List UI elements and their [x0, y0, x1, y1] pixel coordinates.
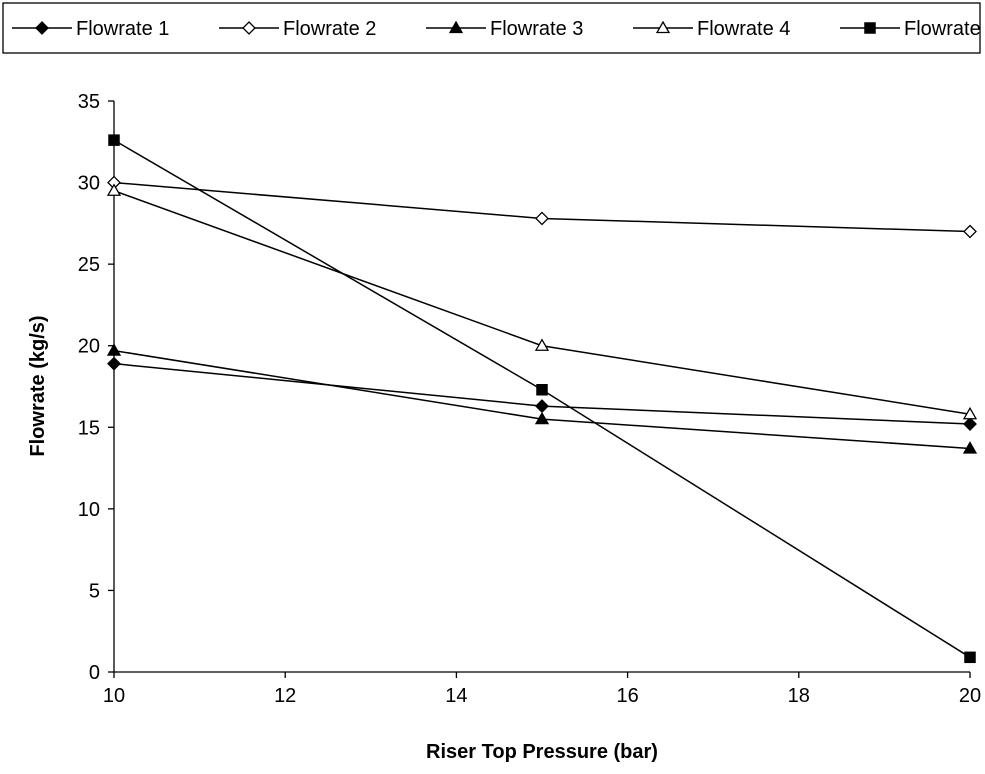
- legend: Flowrate 1 Flowrate 2 Flowrate 3 Flowrate 4…: [2, 2, 985, 54]
- y-tick-label: 15: [78, 417, 100, 439]
- data-point: [535, 211, 549, 226]
- legend-entry: Flowrate 2: [219, 18, 376, 40]
- legend-entry: Flowrate 4: [633, 18, 790, 40]
- series-3: [106, 343, 978, 454]
- legend-marker: [655, 20, 671, 34]
- data-point: [535, 399, 549, 413]
- data-point: [963, 417, 977, 431]
- plot-area: [106, 134, 978, 664]
- y-tick-label: 5: [89, 580, 100, 602]
- legend-label: Flowrate 3: [490, 18, 583, 40]
- x-tick-label: 14: [445, 685, 467, 707]
- x-tick-label: 18: [788, 685, 810, 707]
- data-point: [536, 384, 548, 396]
- axes: 0 5 10 15 20 25 30 35 10 12 14 16 18 20: [78, 91, 981, 707]
- data-point: [107, 356, 121, 371]
- legend-label: Flowrate 4: [697, 18, 790, 40]
- y-tick-label: 30: [78, 173, 100, 195]
- y-tick-label: 35: [78, 91, 100, 113]
- x-tick-label: 12: [274, 685, 296, 707]
- legend-entry: Flowrate 5: [840, 18, 985, 40]
- series-4: [106, 183, 978, 420]
- x-tick-label: 10: [103, 685, 125, 707]
- legend-entry: Flowrate 1: [12, 18, 169, 40]
- data-point: [962, 406, 978, 420]
- legend-marker: [35, 21, 49, 35]
- legend-label: Flowrate 1: [76, 18, 169, 40]
- series-5: [108, 134, 976, 664]
- legend-marker: [242, 21, 256, 35]
- legend-entry: Flowrate 3: [426, 18, 583, 40]
- y-tick-label: 0: [89, 662, 100, 684]
- y-axis-title: Flowrate (kg/s): [27, 315, 49, 456]
- series-2: [107, 175, 977, 239]
- legend-box: [2, 2, 981, 54]
- data-point: [108, 134, 120, 146]
- y-tick-label: 10: [78, 499, 100, 521]
- y-tick-label: 25: [78, 254, 100, 276]
- data-point: [106, 183, 122, 196]
- legend-marker: [448, 20, 464, 34]
- data-point: [962, 441, 978, 454]
- y-tick-label: 20: [78, 336, 100, 358]
- legend-label: Flowrate 5: [904, 18, 985, 40]
- data-point: [963, 224, 977, 239]
- x-tick-label: 16: [616, 685, 638, 707]
- data-point: [964, 651, 976, 664]
- data-point: [534, 411, 550, 425]
- data-point: [534, 338, 550, 351]
- legend-label: Flowrate 2: [283, 18, 376, 40]
- x-tick-label: 20: [959, 685, 981, 707]
- legend-marker: [864, 22, 876, 34]
- data-point: [106, 343, 122, 356]
- x-axis-title: Riser Top Pressure (bar): [426, 741, 658, 763]
